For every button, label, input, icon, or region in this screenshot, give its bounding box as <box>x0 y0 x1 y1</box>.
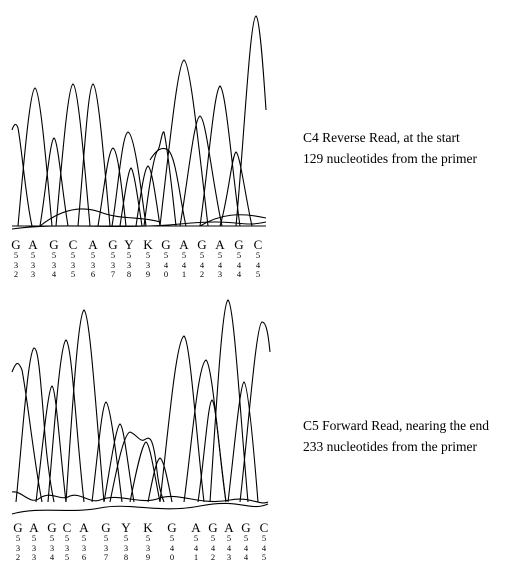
caption-line-2: 129 nucleotides from the primer <box>303 151 477 166</box>
caption-line-1: C5 Forward Read, nearing the end <box>303 418 489 433</box>
chromatogram-trace-c4 <box>11 15 267 230</box>
caption-c4: C4 Reverse Read, at the start 129 nucleo… <box>303 127 477 169</box>
chromatogram-trace-c5 <box>11 299 271 515</box>
caption-line-2: 233 nucleotides from the primer <box>303 439 477 454</box>
caption-line-1: C4 Reverse Read, at the start <box>303 130 460 145</box>
caption-c5: C5 Forward Read, nearing the end 233 nuc… <box>303 415 489 457</box>
